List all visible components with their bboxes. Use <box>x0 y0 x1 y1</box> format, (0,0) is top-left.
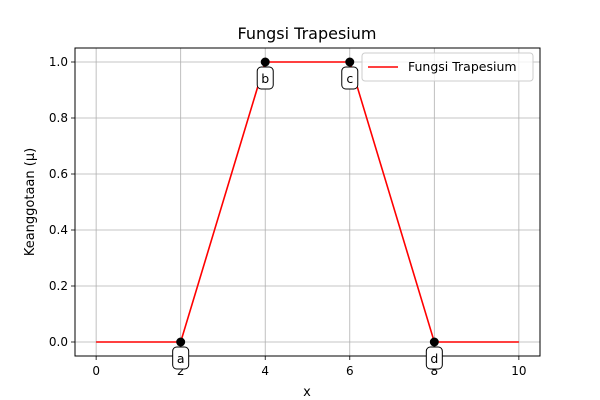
y-tick-label: 0.2 <box>49 279 68 293</box>
x-tick-label: 8 <box>430 364 438 378</box>
series-line <box>96 61 519 343</box>
point-marker <box>260 57 270 67</box>
point-label: a <box>177 351 185 366</box>
y-tick-label: 0.8 <box>49 111 68 125</box>
x-tick-label: 0 <box>92 364 100 378</box>
y-axis-label: Keanggotaan (μ) <box>23 148 38 256</box>
x-ticks: 0 2 4 6 8 10 <box>92 356 527 378</box>
points <box>176 57 439 347</box>
point-label: d <box>430 351 438 366</box>
point-labels: a b c d <box>172 66 443 370</box>
point-marker <box>429 337 439 347</box>
y-tick-label: 1.0 <box>49 55 68 69</box>
point-label: c <box>346 71 353 86</box>
point-label-box <box>172 346 190 370</box>
y-tick-label: 0.4 <box>49 223 68 237</box>
legend: Fungsi Trapesium <box>361 52 534 82</box>
plot-frame <box>74 47 541 357</box>
x-tick-label: 6 <box>346 364 354 378</box>
x-tick-label: 4 <box>261 364 269 378</box>
x-tick-label: 2 <box>177 364 185 378</box>
x-axis-label: x <box>303 385 311 400</box>
x-tick-label: 10 <box>511 364 526 378</box>
series-lines <box>96 61 519 343</box>
point-label-box <box>341 66 359 90</box>
legend-label: Fungsi Trapesium <box>408 59 517 74</box>
point-marker <box>176 337 186 347</box>
point-label-box <box>425 346 443 370</box>
y-tick-label: 0.0 <box>49 335 68 349</box>
point-label-box <box>256 66 274 90</box>
y-tick-label: 0.6 <box>49 167 68 181</box>
chart-title: Fungsi Trapesium <box>238 24 377 43</box>
legend-box <box>361 52 534 82</box>
grid <box>75 48 540 356</box>
point-label: b <box>261 71 269 86</box>
point-marker <box>345 57 355 67</box>
y-ticks: 0.0 0.2 0.4 0.6 0.8 1.0 <box>49 55 75 349</box>
